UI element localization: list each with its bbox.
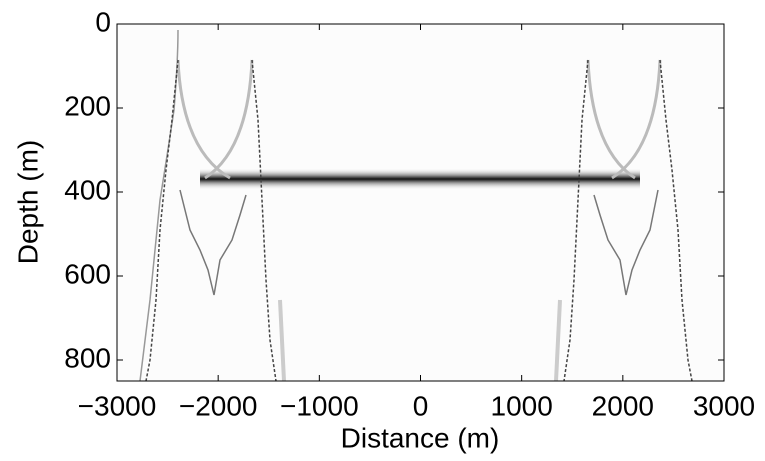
x-tick-label: 1000 — [491, 390, 553, 421]
y-tick-label: 800 — [64, 342, 111, 373]
x-tick-label: −3000 — [78, 390, 157, 421]
x-tick-label: 0 — [413, 390, 429, 421]
x-tick-label: 3000 — [693, 390, 755, 421]
y-tick-label: 200 — [64, 90, 111, 121]
x-tick-label: −2000 — [179, 390, 258, 421]
image-content — [117, 24, 724, 382]
y-axis-label: Depth (m) — [12, 140, 43, 264]
y-tick-label: 0 — [95, 6, 111, 37]
y-tick-label: 400 — [64, 174, 111, 205]
y-tick-label: 600 — [64, 258, 111, 289]
x-axis-label: Distance (m) — [341, 422, 500, 453]
x-tick-label: −1000 — [280, 390, 359, 421]
x-tick-label: 2000 — [592, 390, 654, 421]
